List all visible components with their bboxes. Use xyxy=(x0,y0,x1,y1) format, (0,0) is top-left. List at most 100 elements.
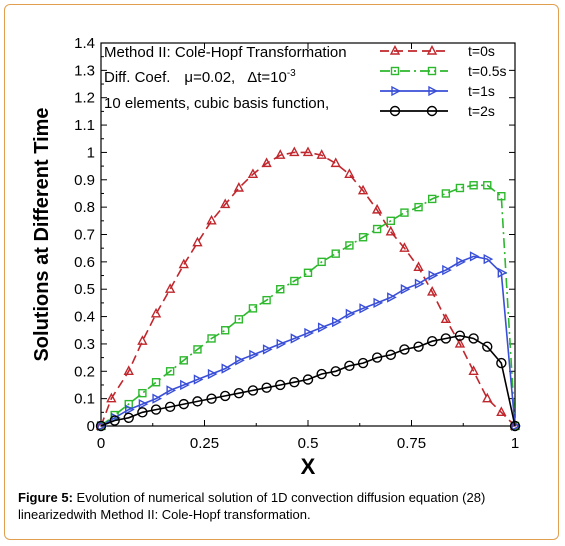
data-point xyxy=(330,157,341,168)
data-point xyxy=(345,308,356,320)
data-point xyxy=(413,261,424,272)
data-point xyxy=(399,344,410,355)
data-point xyxy=(302,146,314,157)
data-point xyxy=(137,335,148,345)
x-axis-title: X xyxy=(301,454,316,479)
annotation-elements: 10 elements, cubic basis function, xyxy=(104,95,329,112)
data-point xyxy=(97,420,107,432)
data-point xyxy=(371,203,383,214)
series-t=0s xyxy=(95,146,521,430)
y-tick-label: 1.2 xyxy=(74,90,95,107)
data-point xyxy=(371,352,383,363)
legend-marker xyxy=(426,105,438,117)
legend-label: t=0s xyxy=(468,43,495,59)
legend-marker xyxy=(389,45,401,55)
data-point xyxy=(151,378,161,387)
series-line xyxy=(100,334,516,427)
legend-label: t=1s xyxy=(468,83,495,99)
data-point xyxy=(275,149,286,159)
data-point xyxy=(456,256,466,268)
data-point xyxy=(150,307,162,318)
data-point xyxy=(399,242,410,252)
series-t=1s xyxy=(97,251,521,432)
data-point xyxy=(123,365,134,375)
data-point xyxy=(344,168,355,179)
data-point xyxy=(247,168,259,179)
data-point xyxy=(454,337,466,348)
data-point xyxy=(441,189,451,198)
x-tick-label: 0.25 xyxy=(190,435,219,452)
data-point xyxy=(166,385,177,396)
data-point xyxy=(468,333,479,344)
data-point xyxy=(275,379,286,391)
data-point xyxy=(192,236,203,247)
series-t=2s xyxy=(95,330,521,432)
data-point xyxy=(468,365,479,375)
annotation-mu-value: =0.02, xyxy=(193,69,235,86)
legend-marker xyxy=(389,105,401,117)
data-point xyxy=(193,345,202,354)
data-point xyxy=(109,415,120,426)
data-point xyxy=(496,357,507,369)
data-point xyxy=(207,334,216,343)
data-point xyxy=(440,313,452,324)
data-point xyxy=(482,392,493,403)
data-point xyxy=(400,208,409,217)
data-point xyxy=(317,322,328,333)
data-point xyxy=(400,284,411,295)
data-point xyxy=(207,368,218,380)
data-point xyxy=(427,335,438,347)
data-point xyxy=(482,341,493,352)
legend-marker xyxy=(428,85,438,97)
annotation-dt: Δt=10 xyxy=(247,69,287,86)
data-point xyxy=(178,258,189,269)
figure-frame xyxy=(4,4,559,540)
annotation-diff-coef: Diff. Coef. xyxy=(104,69,170,86)
data-point xyxy=(331,249,340,258)
y-tick-label: 0.2 xyxy=(74,363,95,380)
data-point xyxy=(316,149,327,159)
data-point xyxy=(497,191,506,201)
y-tick-label: 0.1 xyxy=(74,391,95,408)
data-point xyxy=(345,241,354,250)
data-point xyxy=(233,387,245,399)
data-point xyxy=(247,385,259,396)
data-point xyxy=(357,184,369,195)
caption-text: Evolution of numerical solution of 1D co… xyxy=(18,490,486,522)
y-tick-label: 0 xyxy=(87,418,95,435)
legend-entry: t=1s xyxy=(380,83,495,99)
axes: 0 0.25 0.5 0.75 1 0 0.1 0.2 0.3 0.4 0.5 0.6 0.7 0.8 0.… xyxy=(31,35,519,479)
data-point xyxy=(386,216,395,226)
data-point xyxy=(192,396,203,407)
annotation-mu-symbol: μ xyxy=(184,69,193,86)
data-point xyxy=(497,267,508,278)
data-point xyxy=(95,420,107,432)
annotation-method: Method II: Cole-Hopf Transformation xyxy=(104,44,347,61)
data-point xyxy=(469,181,478,190)
annotation-dt-exponent: -3 xyxy=(287,68,296,79)
x-tick-label: 0.5 xyxy=(298,435,319,452)
y-tick-label: 1.4 xyxy=(74,35,95,52)
data-point xyxy=(179,356,189,365)
y-tick-label: 0.8 xyxy=(74,199,95,216)
data-point xyxy=(106,392,117,403)
data-point xyxy=(332,316,342,328)
data-point xyxy=(344,360,355,372)
x-tick-label: 1 xyxy=(511,435,519,452)
y-tick-label: 0.9 xyxy=(74,172,95,189)
x-tick-label: 0.75 xyxy=(397,435,426,452)
data-point xyxy=(178,398,190,410)
series-layer xyxy=(95,146,521,432)
data-point xyxy=(359,303,370,314)
data-point xyxy=(164,283,176,293)
figure-caption: Figure 5: Evolution of numerical solutio… xyxy=(18,489,548,523)
data-point xyxy=(454,330,466,341)
x-tick-label: 0 xyxy=(97,435,105,452)
data-point xyxy=(511,420,521,432)
data-point xyxy=(206,393,217,404)
data-point xyxy=(373,297,384,309)
data-point xyxy=(234,315,244,324)
data-point xyxy=(483,253,494,265)
legend-entry: t=0.5s xyxy=(380,63,507,79)
data-point xyxy=(483,181,492,190)
